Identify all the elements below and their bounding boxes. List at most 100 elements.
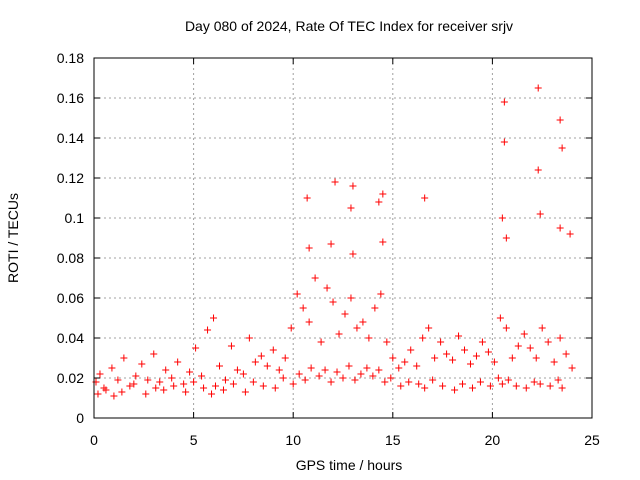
data-point bbox=[478, 338, 486, 346]
data-point bbox=[126, 382, 134, 390]
data-point bbox=[468, 384, 476, 392]
data-point bbox=[190, 378, 198, 386]
data-point bbox=[500, 98, 508, 106]
data-point bbox=[227, 342, 235, 350]
x-tick-label: 25 bbox=[584, 432, 600, 448]
data-point bbox=[566, 230, 574, 238]
data-point bbox=[156, 378, 164, 386]
data-point bbox=[142, 390, 150, 398]
data-point bbox=[251, 358, 259, 366]
data-point bbox=[333, 368, 341, 376]
data-point bbox=[562, 350, 570, 358]
data-point bbox=[221, 376, 229, 384]
data-point bbox=[534, 166, 542, 174]
data-point bbox=[138, 360, 146, 368]
data-point bbox=[472, 352, 480, 360]
data-point bbox=[405, 378, 413, 386]
data-point bbox=[498, 214, 506, 222]
data-point bbox=[212, 382, 220, 390]
y-axis-ticks: 0 0.02 0.04 0.06 0.08 0.1 0.12 0.14 0.16 0.18 bbox=[57, 50, 592, 426]
data-point bbox=[307, 364, 315, 372]
y-tick-label: 0 bbox=[76, 410, 84, 426]
data-point bbox=[375, 366, 383, 374]
data-point bbox=[349, 250, 357, 258]
data-point bbox=[449, 356, 457, 364]
data-point bbox=[536, 380, 544, 388]
data-point bbox=[558, 384, 566, 392]
data-point bbox=[546, 382, 554, 390]
data-point bbox=[512, 382, 520, 390]
data-point bbox=[526, 344, 534, 352]
data-point bbox=[204, 326, 212, 334]
data-point bbox=[299, 304, 307, 312]
data-point bbox=[558, 144, 566, 152]
data-point bbox=[490, 358, 498, 366]
data-point bbox=[339, 374, 347, 382]
data-point bbox=[331, 178, 339, 186]
data-point bbox=[94, 390, 102, 398]
data-point bbox=[293, 290, 301, 298]
data-point bbox=[170, 382, 178, 390]
data-point bbox=[556, 116, 564, 124]
data-points bbox=[92, 84, 576, 400]
data-point bbox=[279, 374, 287, 382]
y-tick-label: 0.12 bbox=[57, 170, 84, 186]
data-point bbox=[239, 370, 247, 378]
data-point bbox=[150, 350, 158, 358]
data-point bbox=[327, 378, 335, 386]
data-point bbox=[538, 324, 546, 332]
data-point bbox=[305, 244, 313, 252]
data-point bbox=[455, 332, 463, 340]
data-point bbox=[387, 374, 395, 382]
data-point bbox=[289, 380, 297, 388]
data-point bbox=[152, 384, 160, 392]
data-point bbox=[425, 324, 433, 332]
data-point bbox=[395, 364, 403, 372]
data-point bbox=[249, 378, 257, 386]
data-point bbox=[174, 358, 182, 366]
data-point bbox=[233, 366, 241, 374]
data-point bbox=[96, 370, 104, 378]
data-point bbox=[498, 380, 506, 388]
grid-lines bbox=[94, 58, 592, 418]
data-point bbox=[494, 374, 502, 382]
data-point bbox=[305, 318, 313, 326]
data-point bbox=[550, 358, 558, 366]
data-point bbox=[160, 386, 168, 394]
data-point bbox=[180, 380, 188, 388]
data-point bbox=[544, 338, 552, 346]
data-point bbox=[110, 392, 118, 400]
data-point bbox=[353, 324, 361, 332]
data-point bbox=[421, 384, 429, 392]
data-point bbox=[327, 240, 335, 248]
data-point bbox=[371, 304, 379, 312]
data-point bbox=[301, 376, 309, 384]
x-tick-label: 10 bbox=[285, 432, 301, 448]
data-point bbox=[459, 380, 467, 388]
data-point bbox=[132, 372, 140, 380]
y-axis-label: ROTI / TECUs bbox=[5, 193, 21, 283]
data-point bbox=[429, 376, 437, 384]
data-point bbox=[419, 334, 427, 342]
data-point bbox=[269, 346, 277, 354]
x-axis-label: GPS time / hours bbox=[296, 457, 403, 473]
data-point bbox=[315, 372, 323, 380]
data-point bbox=[365, 334, 373, 342]
data-point bbox=[375, 198, 383, 206]
y-tick-label: 0.1 bbox=[65, 210, 85, 226]
x-tick-label: 5 bbox=[190, 432, 198, 448]
data-point bbox=[341, 310, 349, 318]
y-tick-label: 0.04 bbox=[57, 330, 84, 346]
data-point bbox=[389, 354, 397, 362]
data-point bbox=[303, 194, 311, 202]
data-point bbox=[508, 354, 516, 362]
x-tick-label: 0 bbox=[90, 432, 98, 448]
data-point bbox=[271, 384, 279, 392]
data-point bbox=[502, 234, 510, 242]
data-point bbox=[476, 378, 484, 386]
data-point bbox=[554, 376, 562, 384]
data-point bbox=[369, 372, 377, 380]
data-point bbox=[461, 346, 469, 354]
data-point bbox=[259, 382, 267, 390]
plot-frame bbox=[93, 57, 593, 419]
